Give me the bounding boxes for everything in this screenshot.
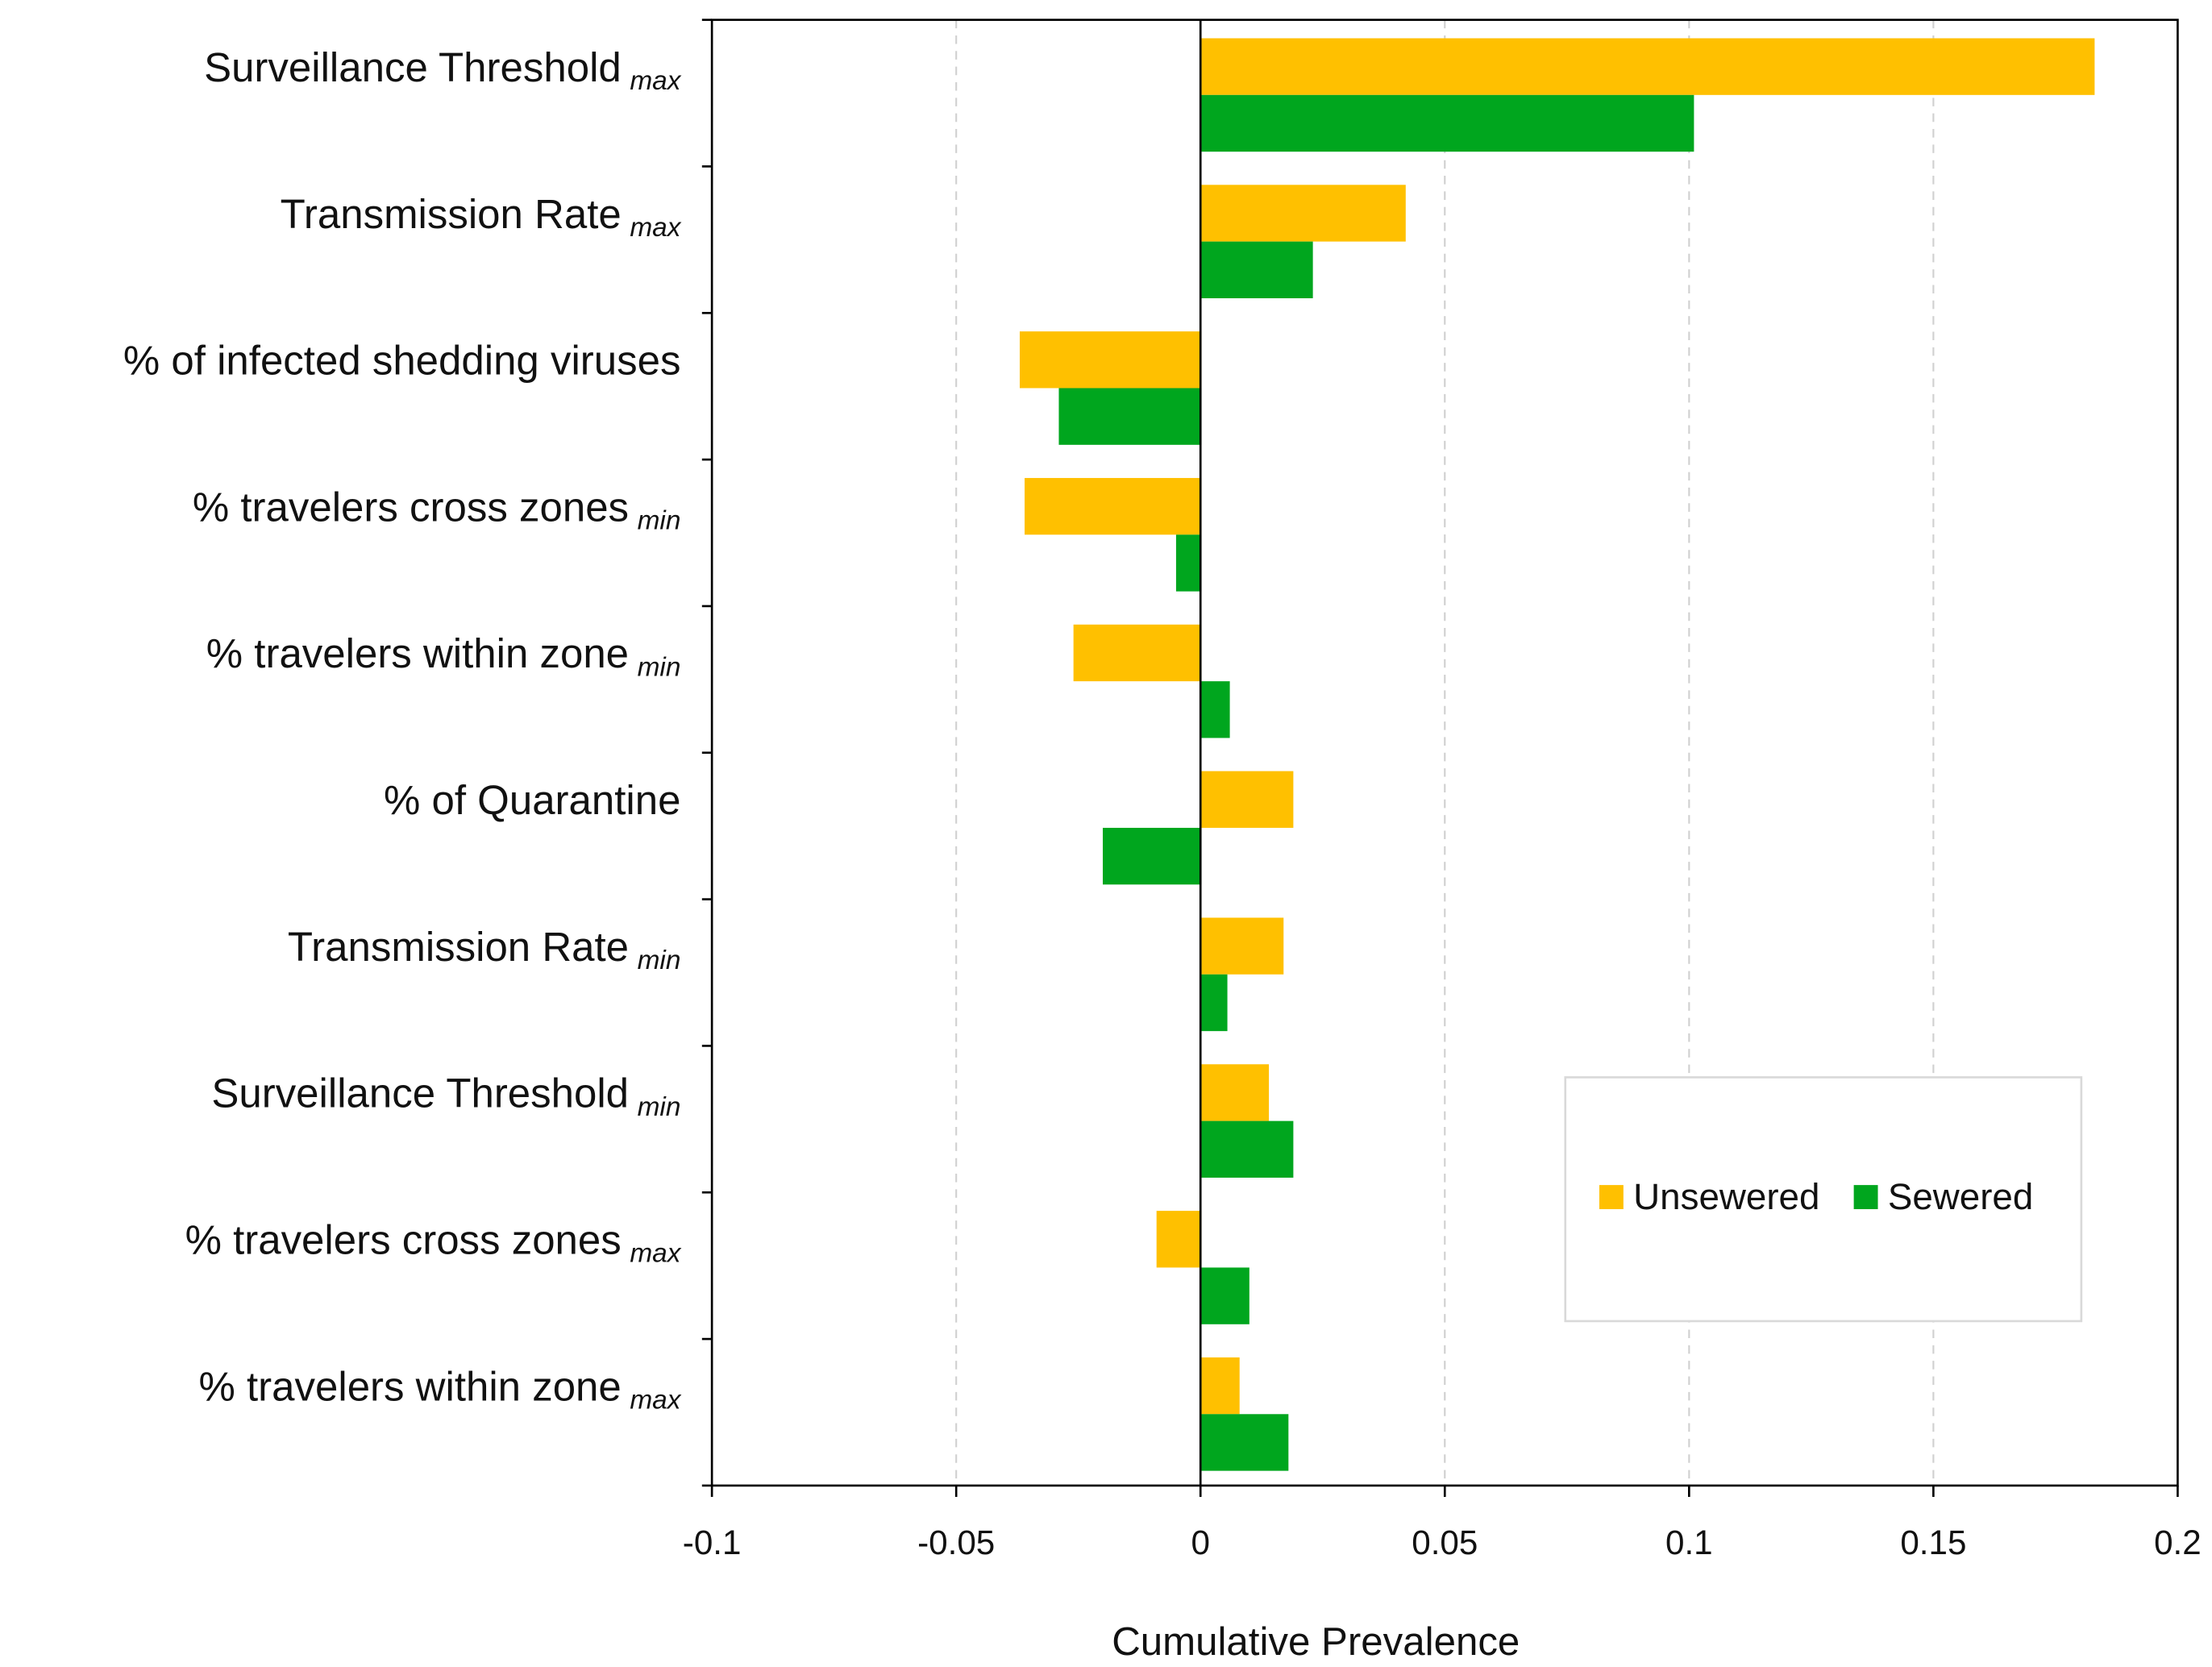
y-tick-label: Surveillance Threshold max bbox=[204, 44, 682, 95]
category-subscript: min bbox=[638, 505, 681, 535]
category-label: % travelers cross zones bbox=[193, 484, 629, 530]
category-label: Transmission Rate bbox=[288, 924, 629, 970]
y-tick-label: % travelers within zone min bbox=[206, 631, 681, 682]
category-subscript: min bbox=[638, 946, 681, 975]
bar bbox=[1058, 388, 1201, 445]
y-tick-label: % of infected shedding viruses bbox=[123, 338, 681, 384]
x-tick-label: 0 bbox=[1191, 1524, 1209, 1561]
bar bbox=[1200, 1414, 1289, 1471]
bar bbox=[1200, 1267, 1249, 1324]
category-label: Surveillance Threshold bbox=[211, 1070, 629, 1116]
category-subscript: max bbox=[630, 213, 681, 243]
bar bbox=[1200, 94, 1694, 152]
bar bbox=[1200, 681, 1230, 738]
legend-swatch bbox=[1853, 1185, 1878, 1210]
x-tick-label: 0.2 bbox=[2154, 1524, 2202, 1561]
bar bbox=[1200, 1120, 1294, 1178]
bar bbox=[1200, 241, 1313, 298]
category-subscript: min bbox=[638, 1092, 681, 1122]
category-label: % of Quarantine bbox=[384, 778, 680, 824]
bar bbox=[1200, 1357, 1240, 1415]
bar bbox=[1200, 185, 1406, 242]
x-tick-label: 0.1 bbox=[1665, 1524, 1713, 1561]
bar bbox=[1200, 1064, 1270, 1121]
x-axis-title: Cumulative Prevalence bbox=[1112, 1619, 1520, 1664]
legend-label: Sewered bbox=[1888, 1176, 2033, 1217]
bar bbox=[1025, 477, 1201, 535]
bar bbox=[1200, 917, 1284, 975]
bar bbox=[1175, 534, 1201, 592]
x-tick-label: -0.1 bbox=[683, 1524, 742, 1561]
x-tick-label: 0.05 bbox=[1412, 1524, 1478, 1561]
legend-label: Unsewered bbox=[1633, 1176, 1819, 1217]
y-tick-label: Transmission Rate max bbox=[281, 191, 682, 242]
category-subscript: max bbox=[630, 1385, 681, 1415]
bar bbox=[1073, 624, 1201, 682]
y-tick-label: % travelers cross zones max bbox=[185, 1217, 682, 1268]
bar bbox=[1200, 771, 1294, 828]
category-label: % travelers within zone bbox=[206, 631, 629, 677]
legend-swatch bbox=[1599, 1185, 1624, 1210]
category-subscript: max bbox=[630, 66, 681, 96]
bar bbox=[1103, 827, 1201, 885]
bar bbox=[1019, 331, 1201, 389]
bar bbox=[1200, 38, 2095, 95]
category-subscript: min bbox=[638, 652, 681, 682]
category-label: % travelers cross zones bbox=[185, 1217, 622, 1263]
bar bbox=[1200, 974, 1228, 1032]
y-tick-label: Transmission Rate min bbox=[288, 924, 681, 975]
category-label: % travelers within zone bbox=[199, 1364, 622, 1410]
category-subscript: max bbox=[630, 1238, 681, 1268]
category-label: % of infected shedding viruses bbox=[123, 338, 681, 384]
x-tick-label: -0.05 bbox=[917, 1524, 995, 1561]
category-label: Surveillance Threshold bbox=[204, 44, 622, 90]
category-label: Transmission Rate bbox=[281, 191, 622, 237]
bar bbox=[1156, 1211, 1201, 1268]
legend-box bbox=[1564, 1076, 2083, 1323]
y-tick-label: % travelers cross zones min bbox=[193, 484, 681, 535]
x-tick-label: 0.15 bbox=[1900, 1524, 1966, 1561]
y-tick-label: % of Quarantine bbox=[384, 778, 680, 824]
y-tick-label: Surveillance Threshold min bbox=[211, 1070, 680, 1121]
y-tick-label: % travelers within zone max bbox=[199, 1364, 682, 1415]
